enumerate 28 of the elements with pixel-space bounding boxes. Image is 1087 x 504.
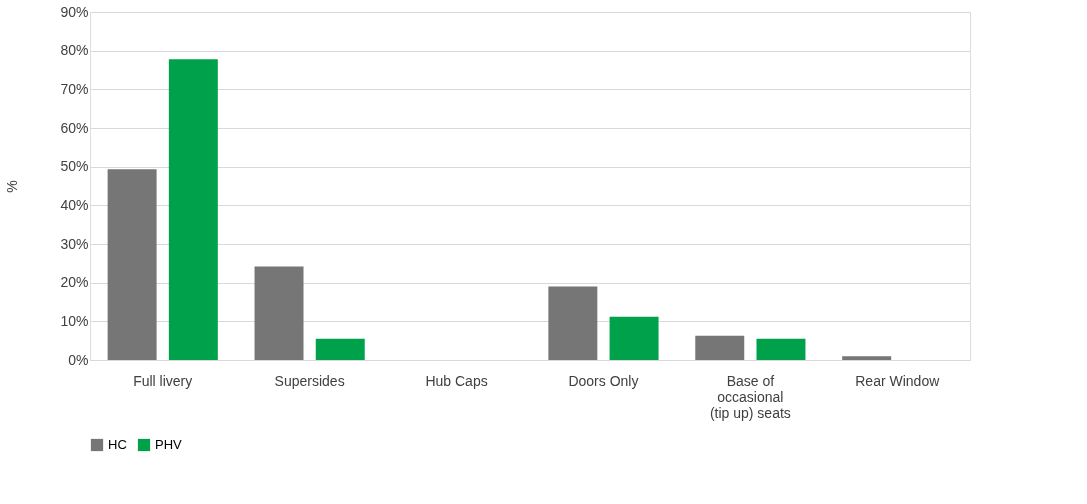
y-axis-title: % — [4, 180, 21, 193]
legend-label: PHV — [155, 437, 183, 452]
x-tick-label: Hub Caps — [425, 372, 488, 389]
y-tick-label: 90% — [60, 3, 89, 20]
y-tick-label: 20% — [60, 274, 89, 291]
bar — [756, 338, 806, 360]
bar — [842, 356, 892, 360]
y-tick-label: 10% — [60, 312, 89, 329]
y-tick-label: 0% — [68, 351, 89, 368]
bar — [315, 338, 365, 360]
y-tick-label: 80% — [60, 42, 89, 59]
x-tick-label: Full livery — [133, 372, 193, 389]
x-tick-label: Supersides — [274, 372, 345, 389]
bar — [168, 59, 218, 360]
legend-label: HC — [108, 437, 127, 452]
y-tick-label: 70% — [60, 80, 89, 97]
y-tick-label: 50% — [60, 158, 89, 175]
y-tick-label: 40% — [60, 196, 89, 213]
x-tick-label: Rear Window — [855, 372, 941, 389]
x-tick-label: Base of occasional (tip up) seats — [709, 372, 791, 421]
bar — [254, 266, 304, 360]
bar — [107, 169, 157, 360]
x-tick-label: Doors Only — [568, 372, 639, 389]
y-tick-label: 60% — [60, 119, 89, 136]
y-tick-label: 30% — [60, 235, 89, 252]
bar — [695, 335, 745, 360]
bar — [548, 286, 598, 360]
bar — [609, 316, 659, 360]
